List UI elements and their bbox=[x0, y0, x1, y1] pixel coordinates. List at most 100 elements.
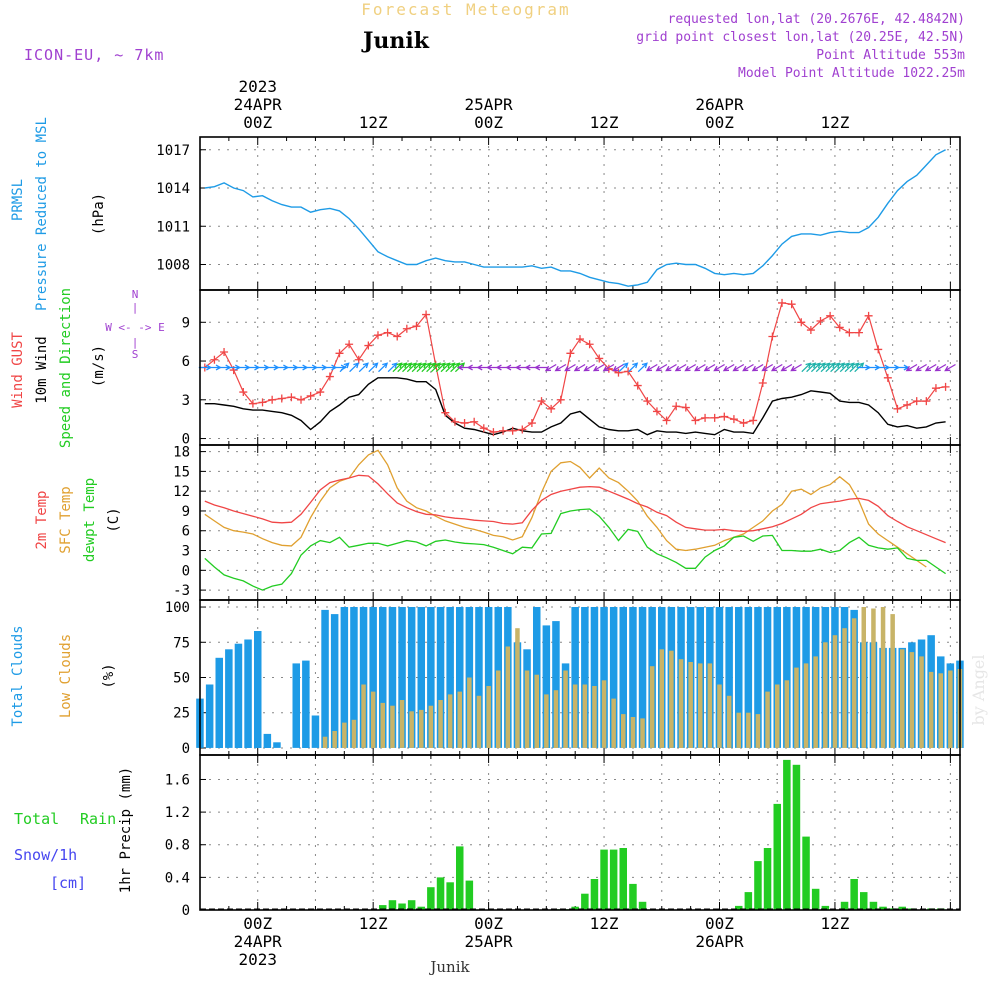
low-cloud-bar bbox=[909, 652, 915, 748]
rain-bar bbox=[792, 764, 801, 910]
total-cloud-bar bbox=[311, 715, 320, 748]
wind-direction-arrow bbox=[440, 362, 451, 373]
gust-marker bbox=[787, 300, 796, 309]
rain-bar bbox=[638, 901, 647, 910]
rain-label-rain: Rain bbox=[80, 810, 116, 828]
total-clouds-axis-label: Total Clouds bbox=[10, 625, 26, 726]
temperature-panel: -3 0 3 6 9 12 15 18 2m Temp SFC Temp dewpt Temp (C) bbox=[34, 444, 961, 601]
total-cloud-bar bbox=[244, 639, 252, 748]
total-cloud-bar bbox=[715, 607, 724, 748]
y-tick-label: 0.8 bbox=[165, 838, 190, 854]
total-cloud-bar bbox=[330, 614, 339, 748]
wind-direction-arrow bbox=[674, 363, 687, 372]
wind-direction-arrow bbox=[349, 362, 360, 373]
total-cloud-bar bbox=[350, 607, 358, 748]
wind-direction-arrow bbox=[830, 362, 841, 373]
gust-axis-label: Wind GUST bbox=[10, 332, 26, 408]
top-time-label: 00Z bbox=[705, 113, 734, 132]
y-tick-label: 0 bbox=[182, 741, 190, 757]
low-cloud-bar bbox=[919, 656, 924, 748]
y-tick-label: 0.4 bbox=[165, 870, 190, 886]
rain-bar bbox=[840, 901, 849, 910]
clouds-panel: 0 25 50 75 100 Total Clouds Low Clouds (%) bbox=[10, 599, 964, 757]
wind-direction-arrow bbox=[628, 362, 639, 373]
dewpoint-line bbox=[204, 508, 946, 591]
top-time-label: 12Z bbox=[590, 113, 619, 132]
gust-marker bbox=[268, 395, 277, 404]
wind-direction-arrow bbox=[694, 363, 706, 372]
low-cloud-bar bbox=[486, 686, 491, 748]
gust-marker bbox=[479, 424, 488, 433]
low-cloud-bar bbox=[447, 694, 453, 748]
gust-marker bbox=[903, 400, 912, 409]
gust-marker bbox=[220, 348, 229, 356]
bottom-time-label: 12Z bbox=[359, 914, 388, 933]
wind-direction-arrow bbox=[618, 362, 629, 373]
pressure-panel: 1008 1011 1014 1017 PRMSL Pressure Reduced to… bbox=[10, 117, 961, 311]
bottom-time-label: 12Z bbox=[820, 914, 849, 933]
bottom-time-label: 12Z bbox=[590, 914, 619, 933]
gust-marker bbox=[258, 398, 267, 407]
total-cloud-bar bbox=[465, 607, 474, 748]
low-cloud-bar bbox=[938, 673, 943, 748]
watermark: by Angel bbox=[969, 654, 988, 725]
rain-bar bbox=[609, 849, 618, 910]
gust-marker bbox=[624, 367, 633, 376]
rain-bar bbox=[629, 883, 637, 910]
wind-direction-arrow bbox=[397, 362, 408, 373]
gust-marker bbox=[758, 379, 767, 387]
total-cloud-bar bbox=[417, 607, 425, 748]
y-tick-label: 0 bbox=[182, 563, 190, 579]
low-cloud-bar bbox=[390, 705, 395, 748]
wind-direction-arrow bbox=[426, 362, 437, 373]
total-cloud-bar bbox=[407, 607, 416, 748]
gust-marker bbox=[297, 395, 306, 404]
wind-direction-arrow bbox=[421, 362, 432, 373]
wind-direction-arrow bbox=[416, 362, 427, 373]
wind-direction-arrow bbox=[358, 362, 369, 373]
total-cloud-bar bbox=[398, 607, 406, 748]
y-tick-label: 3 bbox=[182, 544, 190, 560]
total-cloud-bar bbox=[735, 607, 743, 748]
gust-marker bbox=[874, 345, 883, 354]
clouds-units-label: (%) bbox=[101, 663, 117, 688]
rain-bar bbox=[735, 905, 743, 910]
low-cloud-bar bbox=[505, 646, 511, 748]
total-cloud-bar bbox=[359, 607, 368, 748]
wind-direction-arrow bbox=[713, 363, 725, 372]
low-cloud-bar bbox=[496, 670, 501, 748]
wind-direction-arrow bbox=[392, 362, 403, 373]
gust-marker bbox=[941, 382, 950, 391]
low-cloud-bar bbox=[572, 684, 578, 748]
total-cloud-bar bbox=[234, 643, 243, 748]
gust-marker bbox=[460, 419, 469, 428]
rain-bar bbox=[850, 879, 858, 910]
low-cloud-bar bbox=[726, 695, 732, 748]
low-cloud-bar bbox=[803, 663, 809, 748]
wind-direction-arrow bbox=[780, 363, 793, 372]
gust-marker bbox=[652, 407, 661, 416]
low-cloud-bar bbox=[332, 731, 337, 748]
gust-marker bbox=[210, 355, 219, 364]
gust-marker bbox=[835, 323, 844, 332]
wind-direction-arrow bbox=[544, 363, 557, 372]
low-cloud-bar bbox=[900, 649, 905, 748]
gust-marker bbox=[739, 419, 748, 428]
gust-marker bbox=[518, 425, 527, 434]
gust-marker bbox=[354, 355, 363, 364]
y-tick-label: 18 bbox=[173, 445, 190, 461]
bottom-time-label: 24APR bbox=[234, 932, 283, 951]
wind-panel: 0 3 6 9 Wind GUST 10m Wind Speed and Direction… bbox=[10, 288, 961, 448]
gust-marker bbox=[922, 397, 931, 406]
panel-frame bbox=[199, 136, 961, 291]
low-cloud-bar bbox=[438, 700, 443, 748]
low-cloud-bar bbox=[678, 659, 684, 748]
wind-direction-arrow bbox=[844, 362, 855, 373]
top-time-label: 2023 bbox=[238, 77, 277, 96]
wind-direction-arrow bbox=[637, 362, 648, 373]
wind-direction-arrow bbox=[554, 363, 567, 372]
gust-marker bbox=[710, 413, 719, 422]
wind-direction-arrow bbox=[583, 363, 596, 372]
wind-direction-arrow bbox=[806, 362, 817, 373]
wind-direction-arrow bbox=[810, 362, 821, 373]
